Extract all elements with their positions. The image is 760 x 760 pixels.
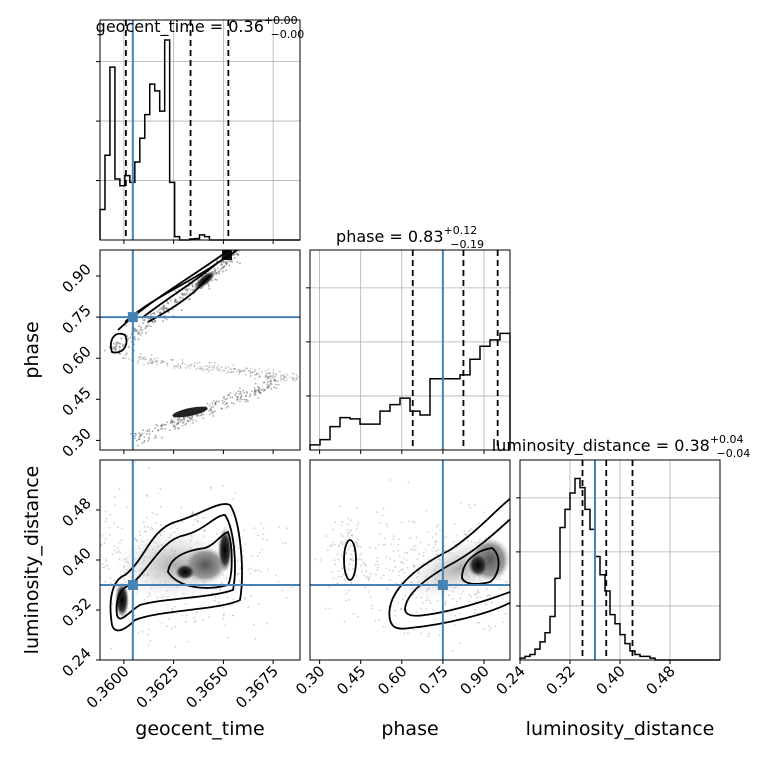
contour-line — [343, 539, 357, 581]
density-layer — [314, 479, 510, 652]
panel-frame — [309, 249, 511, 451]
title-geocent-time: geocent_time = 0.36+0.00 −0.00 — [96, 14, 305, 41]
density-layer — [100, 461, 299, 660]
hist-step-geocent_time — [99, 39, 300, 241]
contour-line — [109, 503, 243, 632]
ytick-label: 0.48 — [58, 494, 94, 530]
ytick-label: 0.45 — [58, 383, 94, 419]
contour-line — [461, 547, 500, 585]
panel-frame — [99, 19, 301, 241]
xtick-label: 0.40 — [592, 662, 628, 698]
contour-line — [404, 518, 510, 617]
ylabel-phase: phase — [21, 321, 43, 378]
xtick-label: 0.60 — [374, 662, 410, 698]
ylabel-luminosity-distance: luminosity_distance — [21, 466, 43, 655]
xtick-label: 0.90 — [456, 662, 492, 698]
ytick-label: 0.40 — [58, 544, 94, 580]
truth-point — [127, 580, 138, 590]
ytick-label: 0.90 — [58, 260, 94, 296]
xtick-label: 0.3675 — [232, 662, 282, 712]
hist-panel-phase — [306, 249, 511, 454]
contour-line — [141, 264, 216, 319]
xlabel-phase: phase — [381, 718, 438, 740]
panel-phase-vs-geocent-time — [96, 249, 301, 454]
contour-line — [388, 497, 510, 630]
xlabel-geocent-time: geocent_time — [135, 718, 264, 740]
xtick-label: 0.3600 — [83, 662, 133, 712]
hist-panel-luminosity_distance — [516, 459, 721, 664]
panel-frame — [309, 459, 511, 661]
ytick-label: 0.32 — [58, 594, 94, 630]
xtick-label: 0.32 — [542, 662, 578, 698]
panel-ld-vs-phase — [309, 459, 511, 664]
xtick-label: 0.3650 — [182, 662, 232, 712]
title-phase: phase = 0.83+0.12 −0.19 — [336, 224, 484, 251]
contour-line — [147, 274, 211, 323]
density-layer — [103, 250, 299, 447]
contour-line — [124, 250, 239, 323]
xtick-label: 0.3625 — [133, 662, 183, 712]
ytick-label: 0.60 — [58, 342, 94, 378]
panel-frame — [99, 249, 301, 451]
contour-line — [167, 530, 233, 589]
ytick-label: 0.30 — [58, 425, 94, 461]
xlabel-luminosity-distance: luminosity_distance — [526, 718, 715, 740]
xtick-label: 0.45 — [333, 662, 369, 698]
xtick-label: 0.30 — [292, 662, 328, 698]
contour-line — [110, 332, 128, 354]
title-luminosity-distance: luminosity_distance = 0.38+0.04 −0.04 — [492, 433, 751, 460]
xtick-label: 0.75 — [415, 662, 451, 698]
ytick-label: 0.24 — [58, 644, 94, 680]
hist-step-phase — [309, 332, 511, 450]
truth-point — [127, 312, 138, 323]
hist-panel-geocent_time — [96, 19, 301, 244]
ytick-label: 0.75 — [58, 301, 94, 337]
truth-point — [437, 580, 448, 590]
panel-ld-vs-geocent-time — [96, 459, 301, 664]
xtick-label: 0.48 — [642, 662, 678, 698]
xtick-label: 0.24 — [492, 662, 528, 698]
